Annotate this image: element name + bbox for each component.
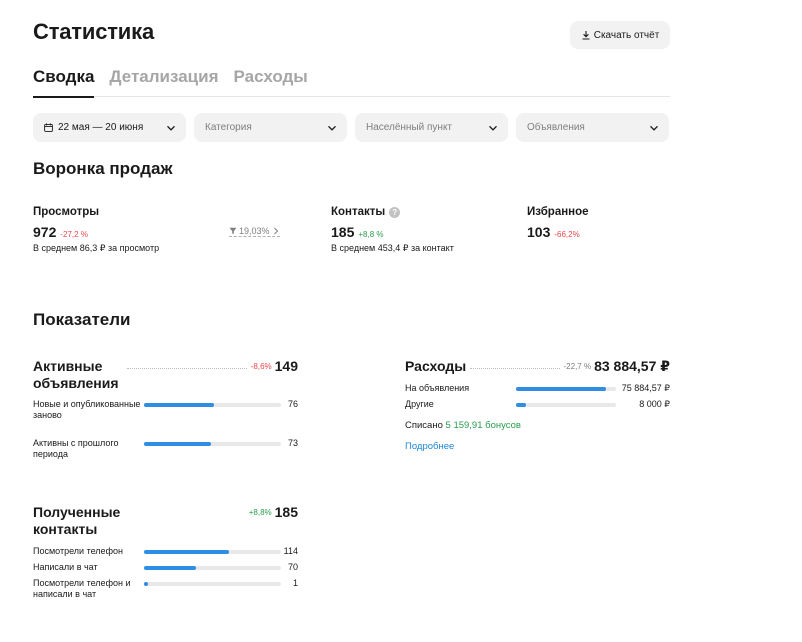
active-ads-delta: -8,6% [250,362,272,371]
category-placeholder: Категория [205,122,252,133]
filters-bar: 22 мая — 20 июня Категория Населённый пу… [33,113,669,142]
row-label: Активны с прошлого периода [33,438,119,459]
expenses-row-other: Другие [405,399,515,410]
progress-bar [144,442,281,446]
row-value: 1 [292,578,298,588]
contacts-delta: +8,8 % [358,230,384,239]
conversion-value: 19,03% [239,226,270,236]
row-label: На объявления [405,383,470,393]
progress-bar [144,582,281,586]
expenses-value: 83 884,57 ₽ [594,358,670,374]
period-value: 22 мая — 20 июня [58,122,144,133]
chevron-down-icon [650,125,658,131]
expenses-row-ads: На объявления [405,383,515,394]
row-value: 8 000 ₽ [639,399,670,409]
progress-bar-fill [144,442,212,446]
favorites-delta: -66,2% [554,230,580,239]
received-contacts-title: Полученные контакты [33,504,121,537]
contacts-row-phone: Посмотрели телефон [33,546,143,557]
row-value: 70 [287,562,298,572]
active-ads-value: 149 [274,358,298,374]
row-label: Новые и опубликованные заново [33,399,141,420]
progress-bar-fill [516,387,606,391]
row-label: Посмотрели телефон [33,546,123,556]
received-contacts-value: 185 [274,504,298,520]
received-contacts-delta: +8,8% [248,508,272,517]
download-report-button[interactable]: Скачать отчёт [570,21,670,49]
progress-bar-fill [144,566,197,570]
views-delta: -27,2 % [60,230,88,239]
progress-bar [516,387,616,391]
chevron-down-icon [167,125,175,131]
active-ads-title: Активные объявления [33,358,119,391]
active-ads-row-previous: Активны с прошлого периода [33,438,143,460]
tabs-bar: Сводка Детализация Расходы [33,64,670,98]
city-select[interactable]: Населённый пункт [355,113,508,142]
expenses-title: Расходы [405,358,467,374]
row-label: Написали в чат [33,562,98,572]
contacts-row-both: Посмотрели телефон и написали в чат [33,578,143,600]
chevron-down-icon [328,125,336,131]
progress-bar [516,403,616,407]
funnel-favorites: Избранное 103 -66,2% [527,206,589,240]
row-label: Посмотрели телефон и написали в чат [33,578,131,599]
calendar-icon [44,123,53,132]
active-ads-header: Активные объявления -8,6% 149 [33,358,298,392]
progress-bar-fill [516,403,526,407]
funnel-contacts: Контакты ? 185 +8,8 % В среднем 453,4 ₽ … [331,206,454,254]
expenses-header: Расходы -22,7 % 83 884,57 ₽ [405,358,670,375]
funnel-icon [229,227,237,235]
contacts-value: 185 [331,224,355,240]
ads-placeholder: Объявления [527,122,585,133]
contacts-average: В среднем 453,4 ₽ за контакт [331,243,454,253]
tab-summary[interactable]: Сводка [33,64,95,98]
indicators-title: Показатели [33,310,131,329]
help-icon[interactable]: ? [389,206,401,218]
views-average: В среднем 86,3 ₽ за просмотр [33,243,160,253]
written-off-text: Списано 5 159,91 бонусов [405,420,521,431]
row-value: 73 [287,438,298,448]
favorites-label: Избранное [527,206,589,218]
favorites-value: 103 [527,224,551,240]
contacts-label: Контакты [331,206,386,218]
active-ads-row-new: Новые и опубликованные заново [33,399,143,421]
progress-bar-fill [144,403,214,407]
expenses-delta: -22,7 % [563,362,592,371]
dotted-leader [127,358,247,369]
progress-bar [144,550,281,554]
download-icon [582,31,590,40]
ads-select[interactable]: Объявления [516,113,669,142]
progress-bar-fill [144,550,229,554]
chevron-down-icon [489,125,497,131]
progress-bar-fill [144,582,149,586]
funnel-views: Просмотры 972 -27,2 % В среднем 86,3 ₽ з… [33,206,159,254]
download-report-label: Скачать отчёт [593,29,660,41]
period-select[interactable]: 22 мая — 20 июня [33,113,186,142]
dotted-leader [470,358,560,369]
progress-bar [144,566,281,570]
category-select[interactable]: Категория [194,113,347,142]
city-placeholder: Населённый пункт [366,122,453,133]
written-off-label: Списано [405,420,443,431]
page-title: Статистика [33,19,154,44]
row-value: 114 [283,546,298,556]
row-label: Другие [405,399,434,409]
funnel-title: Воронка продаж [33,159,173,178]
row-value: 76 [287,399,298,409]
tab-expenses[interactable]: Расходы [233,67,308,86]
row-value: 75 884,57 ₽ [621,383,670,393]
chevron-right-icon [273,227,278,235]
views-label: Просмотры [33,206,100,218]
received-contacts-header: Полученные контакты +8,8% 185 [33,504,298,538]
contacts-row-chat: Написали в чат [33,562,143,573]
more-details-link[interactable]: Подробнее [405,441,455,452]
conversion-rate[interactable]: 19,03% [229,226,280,237]
progress-bar [144,403,281,407]
tab-details[interactable]: Детализация [109,67,219,86]
written-off-bonus: 5 159,91 бонусов [445,420,521,431]
views-value: 972 [33,224,57,240]
